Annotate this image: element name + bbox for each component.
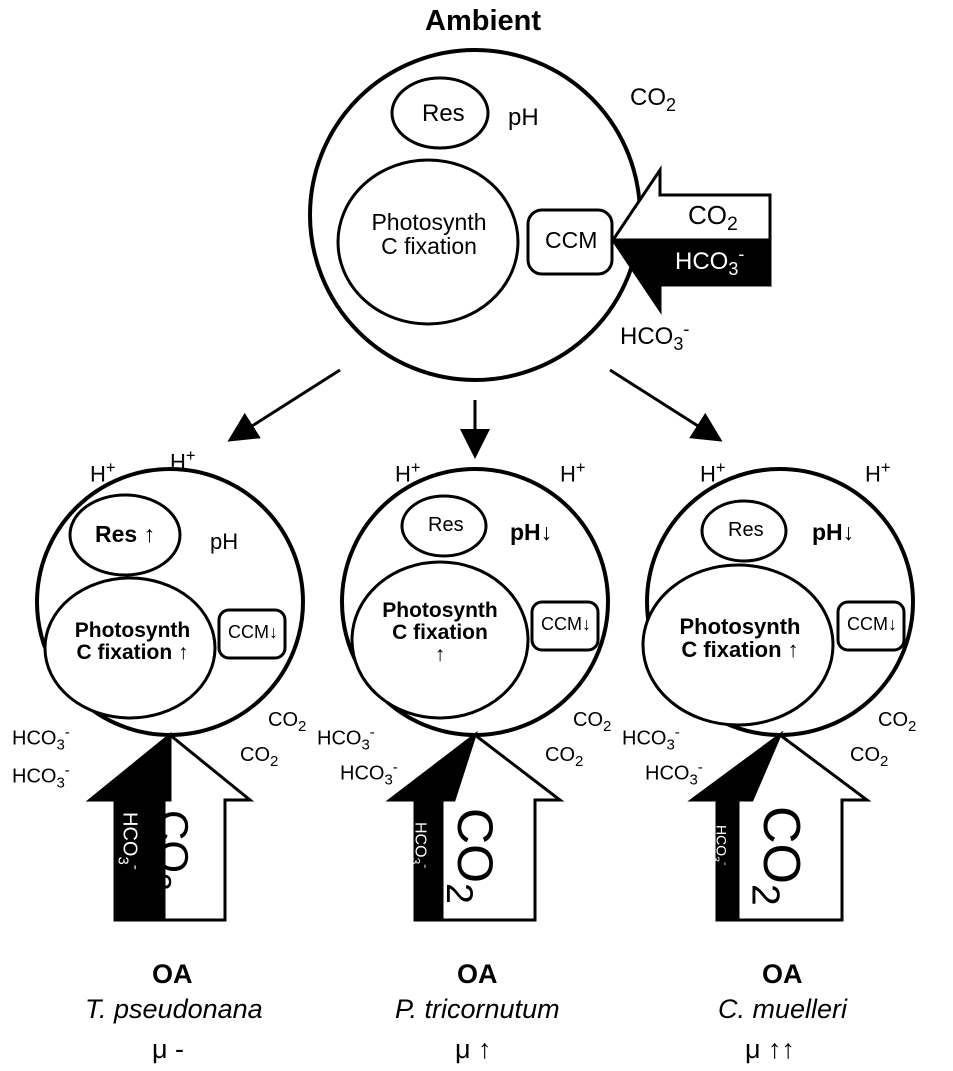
- p-h1s: 3: [361, 737, 369, 754]
- cmuel-name: C. muelleri: [718, 995, 847, 1023]
- c-co2a: CO: [878, 709, 908, 731]
- tpseudo-res-label: Res ↑: [95, 522, 155, 546]
- cmuel-oa-label: OA: [762, 960, 803, 988]
- c-co2as: 2: [908, 718, 916, 735]
- ptric-photo-l2: C fixation: [392, 621, 488, 644]
- ptric-res-label: Res: [428, 515, 464, 536]
- cmuel-photo-label: Photosynth C fixation ↑: [655, 615, 825, 661]
- p-ah1p: -: [419, 864, 433, 868]
- cmuel-photo-l2: C fixation ↑: [681, 637, 798, 662]
- ptric-photo-l1: Photosynth: [382, 599, 498, 622]
- ptric-mu: μ ↑: [455, 1035, 492, 1063]
- p-hp1: H: [395, 461, 411, 486]
- flow-arrow-right: [610, 370, 720, 440]
- tpseudo-hco3-out-1: HCO3-: [12, 725, 70, 753]
- t-h2s: 3: [56, 775, 64, 792]
- ptric-photo-arrow: ↑: [435, 643, 446, 666]
- c-aco2: CO: [752, 806, 810, 884]
- cmuel-arrow-hco3-label: HCO3-: [710, 825, 730, 865]
- cmuel-hplus-2: H+: [865, 460, 891, 485]
- hplus-sup: +: [106, 459, 116, 477]
- p-aco2: CO: [447, 808, 503, 883]
- tpseudo-hplus-1: H+: [90, 460, 116, 485]
- tpseudo-co2-out-1: CO2: [268, 710, 306, 735]
- p-aco2s: 2: [439, 883, 481, 904]
- c-ah1: HCO: [713, 825, 729, 856]
- ptric-photo-label: Photosynth C fixation ↑: [365, 600, 515, 666]
- tpseudo-arrow-co2-label: CO2: [144, 810, 195, 891]
- p-ah1: HCO: [412, 822, 429, 858]
- hplus-sup2: +: [186, 447, 196, 465]
- t-h1s: 3: [56, 737, 64, 754]
- ptric-hplus-2: H+: [560, 460, 586, 485]
- c-hp2: H: [865, 461, 881, 486]
- t-ah1: HCO: [118, 812, 140, 856]
- p-hp2s: +: [576, 459, 586, 477]
- diagram-stage: Ambient Res Photosynth C fixation CCM pH…: [0, 0, 953, 1071]
- ptric-hco3-out-1: HCO3-: [317, 725, 375, 753]
- t-co2as: 2: [298, 718, 306, 735]
- cmuel-arrow-co2-label: CO2: [744, 806, 808, 906]
- ptric-arrow-co2-label: CO2: [440, 808, 501, 904]
- ptric-hplus-1: H+: [395, 460, 421, 485]
- t-ah1s: 3: [114, 856, 131, 864]
- flow-arrow-left: [230, 370, 340, 440]
- cmuel-ccm-label: CCM↓: [847, 615, 897, 634]
- cmuel-photo-l1: Photosynth: [680, 614, 801, 639]
- t-co2a: CO: [268, 709, 298, 731]
- p-hp2: H: [560, 461, 576, 486]
- tpseudo-photo-label: Photosynth C fixation ↑: [60, 620, 205, 664]
- flow-arrows-svg: [0, 0, 953, 500]
- t-h1: HCO: [12, 728, 56, 750]
- c-hp2s: +: [881, 459, 891, 477]
- tpseudo-name: T. pseudonana: [85, 995, 263, 1023]
- p-hp1s: +: [411, 459, 421, 477]
- t-aco2s: 2: [143, 873, 179, 891]
- tpseudo-oa-label: OA: [152, 960, 193, 988]
- ptric-name: P. tricornutum: [395, 995, 560, 1023]
- cmuel-res-label: Res: [728, 520, 764, 541]
- ptric-oa-label: OA: [457, 960, 498, 988]
- hplus-base: H: [90, 461, 106, 486]
- p-co2as: 2: [603, 718, 611, 735]
- tpseudo-ccm-label: CCM↓: [228, 623, 278, 642]
- tpseudo-hco3-out-2: HCO3-: [12, 763, 70, 791]
- c-hp1s: +: [716, 459, 726, 477]
- t-h2: HCO: [12, 766, 56, 788]
- c-h1: HCO: [622, 728, 666, 750]
- hplus-base2: H: [170, 449, 186, 474]
- t-co2bs: 2: [270, 753, 278, 770]
- tpseudo-photo-l1: Photosynth: [75, 619, 191, 642]
- p-co2a: CO: [573, 709, 603, 731]
- ptric-ph-label: pH↓: [510, 520, 552, 544]
- ptric-ccm-label: CCM↓: [541, 615, 591, 634]
- tpseudo-hplus-2: H+: [170, 448, 196, 473]
- ptric-arrow-hco3-label: HCO3-: [409, 822, 432, 868]
- p-h1: HCO: [317, 728, 361, 750]
- tpseudo-mu: μ -: [152, 1035, 184, 1063]
- tpseudo-photo-l2: C fixation ↑: [76, 641, 188, 664]
- cmuel-mu: μ ↑↑: [745, 1035, 795, 1063]
- tpseudo-arrow-hco3-label: HCO3-: [115, 812, 143, 870]
- c-aco2s: 2: [744, 884, 787, 906]
- tpseudo-ph-label: pH: [210, 530, 238, 553]
- t-ah1p: -: [127, 865, 144, 870]
- cmuel-hplus-1: H+: [700, 460, 726, 485]
- t-aco2: CO: [150, 810, 197, 873]
- cmuel-ph-label: pH↓: [812, 520, 854, 544]
- c-hp1: H: [700, 461, 716, 486]
- c-ah1p: -: [719, 862, 731, 866]
